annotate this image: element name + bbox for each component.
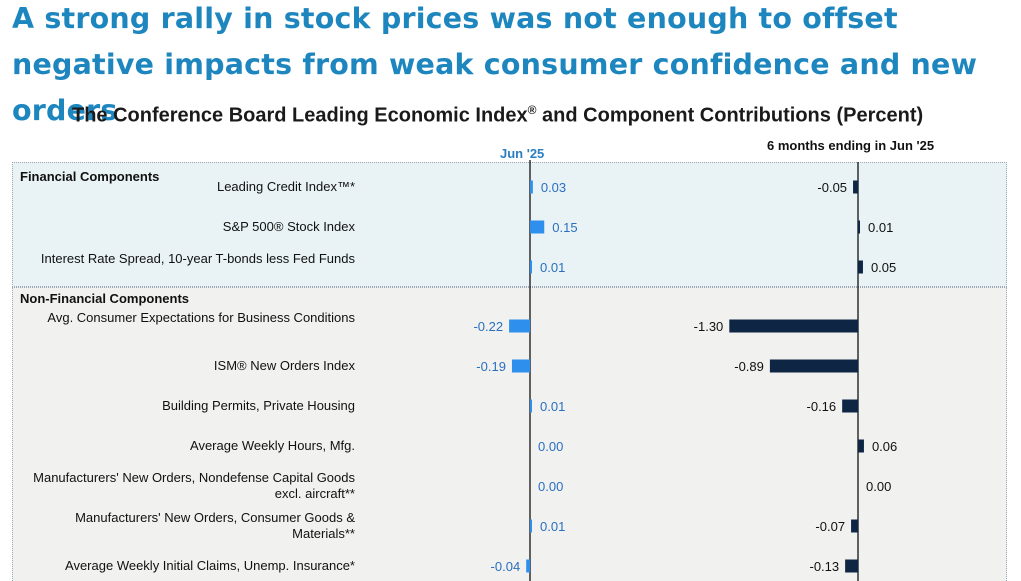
bar: [530, 180, 533, 194]
row-label: Average Weekly Hours, Mfg.: [190, 438, 355, 453]
data-label: 0.00: [866, 479, 891, 494]
data-label: -0.07: [815, 519, 845, 534]
registered-mark: ®: [527, 103, 537, 117]
data-label: 0.01: [540, 399, 565, 414]
data-label: 0.06: [872, 439, 897, 454]
row-label: Avg. Consumer Expectations for Business …: [47, 310, 355, 325]
series-header-six-months: 6 months ending in Jun '25: [767, 138, 935, 153]
bar: [842, 399, 858, 413]
row-label: Average Weekly Initial Claims, Unemp. In…: [65, 558, 355, 573]
chart-title-text: The Conference Board Leading Economic In…: [72, 104, 528, 127]
chart-title-suffix: and Component Contributions (Percent): [536, 104, 924, 127]
data-label: -0.22: [473, 319, 503, 334]
bar: [530, 260, 532, 274]
row-label: Interest Rate Spread, 10-year T-bonds le…: [40, 251, 355, 266]
row-label: Manufacturers' New Orders, Nondefense Ca…: [33, 470, 355, 501]
data-label: 0.01: [540, 519, 565, 534]
non-financial-section-title: Non-Financial Components: [20, 291, 189, 306]
data-label: 0.05: [871, 260, 896, 275]
data-label: -0.05: [817, 180, 847, 195]
bar: [509, 319, 530, 333]
row-label: Manufacturers' New Orders, Consumer Good…: [75, 510, 355, 541]
row-label: Leading Credit Index™*: [216, 179, 355, 194]
data-label: 0.03: [541, 180, 566, 195]
data-label: -0.13: [809, 559, 839, 574]
data-label: 0.15: [552, 220, 577, 235]
row-label: S&P 500® Stock Index: [222, 219, 355, 234]
financial-section: [12, 162, 1007, 287]
non-financial-section: [12, 287, 1007, 581]
data-label: -0.16: [807, 399, 837, 414]
row-label: Building Permits, Private Housing: [162, 398, 355, 413]
bar: [530, 220, 545, 234]
series-header-month: Jun '25: [500, 146, 545, 161]
row-label: ISM® New Orders Index: [213, 358, 355, 373]
data-label: 0.00: [538, 479, 563, 494]
data-label: 0.01: [868, 220, 893, 235]
data-label: -0.04: [491, 559, 521, 574]
bar: [851, 519, 858, 533]
bar: [511, 359, 530, 373]
data-label: -0.19: [476, 359, 506, 374]
bar: [845, 559, 858, 573]
data-label: -1.30: [694, 319, 724, 334]
bar: [858, 260, 863, 274]
bar: [530, 519, 532, 533]
bar: [858, 220, 860, 234]
bar: [530, 399, 532, 413]
data-label: -0.89: [734, 359, 764, 374]
headline: A strong rally in stock prices was not e…: [12, 2, 978, 127]
data-label: 0.01: [540, 260, 565, 275]
financial-section-title: Financial Components: [20, 169, 160, 184]
bar: [858, 439, 864, 453]
bar: [769, 359, 858, 373]
bar: [729, 319, 858, 333]
bar: [526, 559, 530, 573]
data-label: 0.00: [538, 439, 563, 454]
chart-title: The Conference Board Leading Economic In…: [72, 103, 923, 128]
bar: [853, 180, 858, 194]
